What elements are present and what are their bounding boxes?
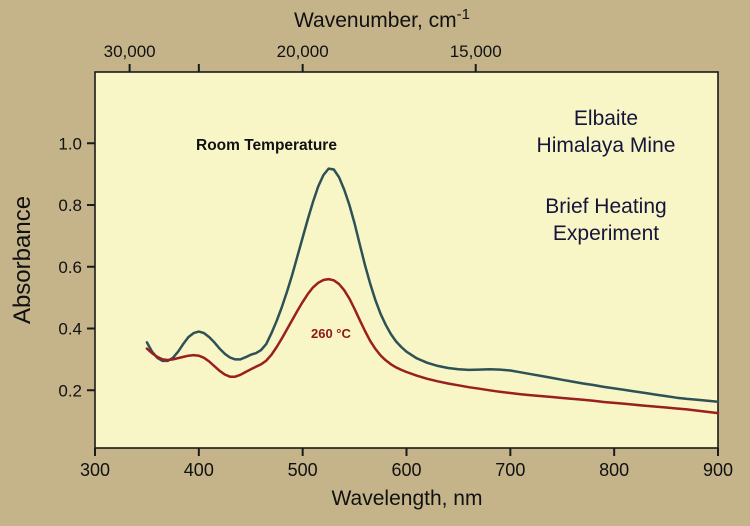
- x-axis-tick-label: 600: [391, 460, 421, 480]
- plot-area: [94, 71, 719, 449]
- x-axis-tick-label: 800: [599, 460, 629, 480]
- top-axis-title-text: Wavenumber, cm: [294, 9, 457, 32]
- x-axis-tick-label: 900: [703, 460, 733, 480]
- left-axis-title: Absorbance: [9, 196, 36, 324]
- y-axis-tick-label: 0.6: [58, 258, 82, 277]
- curves: [145, 167, 720, 415]
- annotation-heated-260c: 260 °C: [311, 326, 352, 341]
- bottom-axis-title: Wavelength, nm: [332, 487, 483, 510]
- series-line-260c: [145, 277, 720, 415]
- x-axis-tick-label: 500: [288, 460, 318, 480]
- annotation-experiment-line2: Experiment: [553, 222, 659, 245]
- top-axis-tick-label: 30,000: [104, 42, 156, 61]
- annotation-room-temperature: Room Temperature: [196, 137, 337, 154]
- series-line-room-temperature: [145, 167, 720, 403]
- annotation-mineral-name: Elbaite: [574, 107, 638, 130]
- top-axis-title: Wavenumber, cm-1: [294, 6, 470, 32]
- x-axis-tick-label: 400: [184, 460, 214, 480]
- top-axis-title-superscript: -1: [457, 6, 470, 23]
- y-axis-tick-label: 1.0: [58, 134, 82, 153]
- x-axis-tick-label: 700: [495, 460, 525, 480]
- axes: 300 400 500 600 700 800 900 0.2 0.4 0.6 0.8 1.0 30,0…: [58, 42, 733, 480]
- top-axis-tick-label: 15,000: [450, 42, 502, 61]
- y-axis-tick-label: 0.4: [58, 320, 82, 339]
- annotation-experiment-line1: Brief Heating: [545, 195, 666, 218]
- x-axis-tick-label: 300: [80, 460, 110, 480]
- top-axis-tick-label: 20,000: [277, 42, 329, 61]
- y-axis-tick-label: 0.8: [58, 196, 82, 215]
- y-axis-tick-label: 0.2: [58, 381, 82, 400]
- annotation-mineral-locality: Himalaya Mine: [537, 134, 676, 157]
